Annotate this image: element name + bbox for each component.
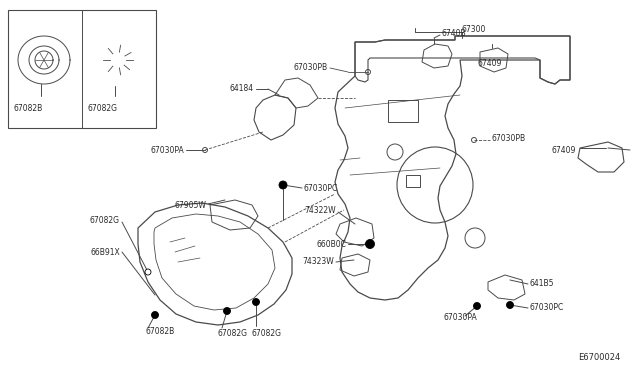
Text: 67082G: 67082G <box>88 103 118 112</box>
Text: 67082B: 67082B <box>145 327 174 337</box>
Text: 67905W: 67905W <box>174 201 206 209</box>
Text: 67409: 67409 <box>478 58 502 67</box>
Text: 67082G: 67082G <box>218 330 248 339</box>
Text: 67082G: 67082G <box>252 330 282 339</box>
Circle shape <box>223 308 230 314</box>
Text: 67300: 67300 <box>462 25 486 33</box>
Circle shape <box>152 311 159 318</box>
Circle shape <box>474 302 481 310</box>
Text: 64184: 64184 <box>230 83 254 93</box>
Text: 74323W: 74323W <box>302 257 334 266</box>
Text: 66B91X: 66B91X <box>90 247 120 257</box>
Text: 67030PB: 67030PB <box>492 134 526 142</box>
Text: 67409: 67409 <box>552 145 576 154</box>
Text: 67030PB: 67030PB <box>294 62 328 71</box>
Text: E6700024: E6700024 <box>578 353 620 362</box>
Text: 67030PC: 67030PC <box>304 183 339 192</box>
Text: 67082G: 67082G <box>90 215 120 224</box>
Bar <box>406 175 420 187</box>
Text: 67030PC: 67030PC <box>530 304 564 312</box>
Bar <box>8 10 156 128</box>
Bar <box>388 100 418 122</box>
Text: 74322W: 74322W <box>305 205 336 215</box>
Text: 641B5: 641B5 <box>530 279 554 288</box>
Text: 67082B: 67082B <box>14 103 44 112</box>
Text: 67030PA: 67030PA <box>443 314 477 323</box>
Text: 67030PA: 67030PA <box>150 145 184 154</box>
Text: 660B0C: 660B0C <box>316 240 346 248</box>
Circle shape <box>506 301 513 308</box>
Circle shape <box>253 298 259 305</box>
Circle shape <box>145 269 151 275</box>
Text: 6740B: 6740B <box>441 29 466 38</box>
Circle shape <box>365 240 374 248</box>
Circle shape <box>279 181 287 189</box>
